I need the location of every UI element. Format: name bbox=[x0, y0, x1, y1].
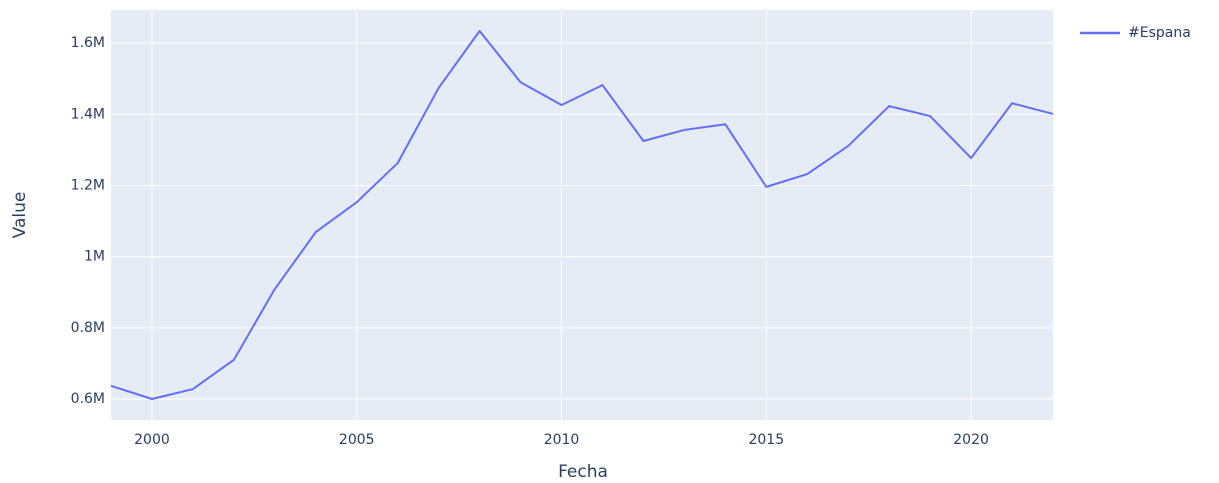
x-tick-label: 2005 bbox=[339, 432, 375, 448]
line bbox=[110, 29, 1054, 401]
y-tick-label: 1.4M bbox=[71, 106, 105, 122]
x-tick-label: 2010 bbox=[544, 432, 580, 448]
x-tick-label: 2020 bbox=[953, 432, 989, 448]
y-axis-title: Value bbox=[10, 192, 30, 239]
y-tick-label: 1.2M bbox=[71, 177, 105, 193]
x-axis-title: Fecha bbox=[558, 462, 608, 482]
x-tick-label: 2000 bbox=[134, 432, 170, 448]
plot-area bbox=[111, 10, 1053, 420]
y-tick-label: 1.6M bbox=[71, 35, 105, 51]
y-tick-label: 0.8M bbox=[71, 320, 105, 336]
x-tick-label: 2015 bbox=[748, 432, 784, 448]
y-tick-label: 1M bbox=[84, 249, 105, 265]
y-tick-label: 0.6M bbox=[71, 391, 105, 407]
legend-label: #Espana bbox=[1128, 25, 1191, 41]
